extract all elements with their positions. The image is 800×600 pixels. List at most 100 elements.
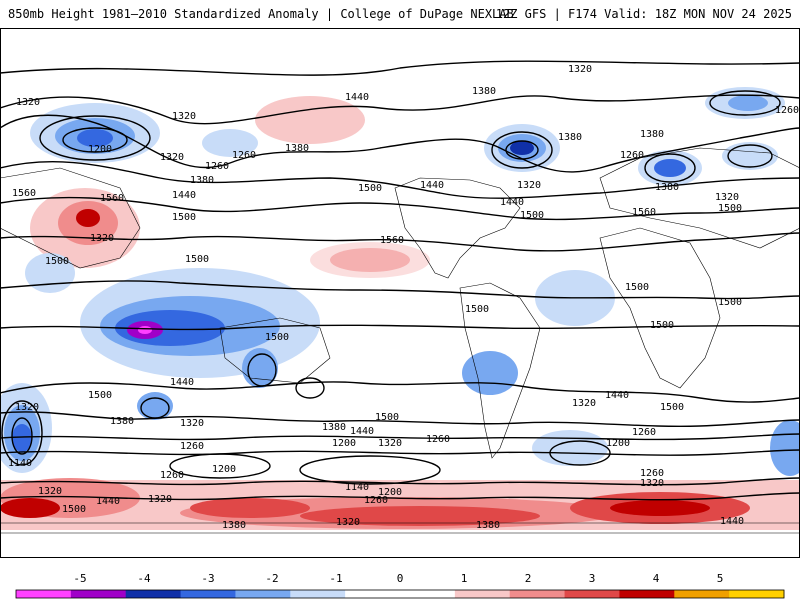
contour-label: 1260 <box>640 468 664 479</box>
contour-label: 1200 <box>378 487 402 498</box>
anomaly-neg-area <box>728 95 768 111</box>
contour-label: 1500 <box>625 282 649 293</box>
contour-line <box>39 115 151 161</box>
contour-label: 1320 <box>38 486 62 497</box>
height-contours <box>0 60 800 501</box>
contour-label: 1440 <box>345 92 369 103</box>
contour-label: 1380 <box>285 143 309 154</box>
colorbar-ticks: -5 -4 -3 -2 -1 0 1 2 3 4 5 <box>73 572 723 585</box>
contour-label: 1320 <box>15 402 39 413</box>
anomaly-pos-area <box>190 498 310 518</box>
colorbar-swatch <box>345 590 401 598</box>
contour-line <box>0 280 800 300</box>
contour-label: 1500 <box>172 212 196 223</box>
contour-label: 1260 <box>620 150 644 161</box>
contour-label: 1440 <box>500 197 524 208</box>
contour-label: 1440 <box>96 496 120 507</box>
contour-label: 1500 <box>718 297 742 308</box>
contour-label: 1260 <box>364 495 388 506</box>
contour-line <box>140 397 170 419</box>
contour-label: 1380 <box>472 86 496 97</box>
contour-line <box>709 90 781 116</box>
contour-label: 1500 <box>88 390 112 401</box>
contour-label: 1500 <box>718 203 742 214</box>
contour-line <box>62 127 128 153</box>
contour-label: 1260 <box>180 441 204 452</box>
colorbar-tick-label: 4 <box>653 572 660 585</box>
contour-label: 1500 <box>265 332 289 343</box>
contour-label: 1440 <box>720 516 744 527</box>
contour-label: 1560 <box>632 207 656 218</box>
contour-label: 1500 <box>465 304 489 315</box>
contour-label: 1500 <box>185 254 209 265</box>
contour-label: 1320 <box>148 494 172 505</box>
colorbar-tick-label: -1 <box>329 572 342 585</box>
contour-line <box>0 196 800 221</box>
anomaly-pos-area <box>310 242 430 278</box>
colorbar-tick-label: 5 <box>717 572 724 585</box>
anomaly-neg-area <box>77 129 113 147</box>
contour-line <box>0 411 800 428</box>
contour-label: 1260 <box>232 150 256 161</box>
colorbar-swatch <box>400 590 456 598</box>
contour-label: 1140 <box>8 458 32 469</box>
contour-label: 1380 <box>222 520 246 531</box>
header-bar: 850mb Height 1981–2010 Standardized Anom… <box>0 0 800 28</box>
contour-line <box>549 440 611 466</box>
contour-label: 1320 <box>172 111 196 122</box>
anomaly-neg-area <box>138 326 152 334</box>
contour-label: 1380 <box>322 422 346 433</box>
colorbar-swatches <box>15 589 785 599</box>
contour-line <box>11 417 33 455</box>
contour-line <box>727 144 773 168</box>
colorbar-canvas: -5 -4 -3 -2 -1 0 1 2 3 4 5 <box>15 572 785 599</box>
colorbar-tick-label: -5 <box>73 572 86 585</box>
contour-label: 1440 <box>420 180 444 191</box>
colorbar-tick-label: 0 <box>397 572 404 585</box>
colorbar-tick-label: -4 <box>137 572 151 585</box>
contour-label: 1380 <box>190 175 214 186</box>
contour-label: 1380 <box>640 129 664 140</box>
contour-line <box>299 455 441 485</box>
colorbar-swatch <box>454 590 511 598</box>
anomaly-neg-area <box>202 129 258 157</box>
contour-line <box>491 131 553 169</box>
contour-label: 1500 <box>375 412 399 423</box>
contour-label: 1200 <box>212 464 236 475</box>
model-run-info: 12Z GFS | F174 Valid: 18Z MON NOV 24 202… <box>495 7 792 21</box>
contour-label: 1260 <box>775 105 799 116</box>
contour-line <box>0 433 800 441</box>
contour-line <box>0 232 800 252</box>
contour-label: 1320 <box>568 64 592 75</box>
contour-label: 1320 <box>16 97 40 108</box>
colorbar-swatch <box>674 590 730 598</box>
colorbar-swatch <box>16 590 72 598</box>
contour-label: 1500 <box>45 256 69 267</box>
contour-label: 1260 <box>632 427 656 438</box>
colorbar-tick-label: -3 <box>201 572 214 585</box>
anomaly-pos-area <box>76 209 100 227</box>
anomaly-map: 1320 1320 1440 1380 1260 1320 1200 1260 … <box>0 28 800 558</box>
contour-line <box>0 60 800 76</box>
contour-label: 1320 <box>640 478 664 489</box>
map-canvas: 1320 1320 1440 1380 1260 1320 1200 1260 … <box>0 28 800 558</box>
anomaly-neg-area <box>510 141 534 155</box>
coastlines <box>0 147 800 534</box>
contour-label: 1320 <box>160 152 184 163</box>
contour-line <box>0 94 800 125</box>
contour-label: 1500 <box>520 210 544 221</box>
contour-line <box>644 153 696 183</box>
colorbar-swatch <box>180 590 236 598</box>
contour-label: 1380 <box>110 416 134 427</box>
anomaly-pos-area <box>255 96 365 144</box>
australia-outline <box>219 317 331 384</box>
anomaly-neg-area <box>12 424 32 452</box>
contour-label: 1320 <box>572 398 596 409</box>
contour-label: 1320 <box>715 192 739 203</box>
anomaly-pos-area <box>300 506 540 526</box>
colorbar-swatch <box>290 590 346 598</box>
eurasia-outline <box>599 147 800 249</box>
contour-label: 1560 <box>100 193 124 204</box>
contour-label: 1260 <box>205 161 229 172</box>
colorbar-swatch <box>70 590 127 598</box>
